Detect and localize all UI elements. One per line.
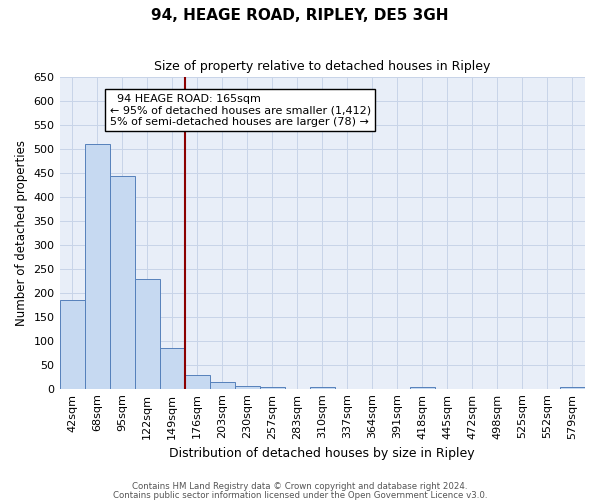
Bar [310, 387, 335, 388]
Text: Contains HM Land Registry data © Crown copyright and database right 2024.: Contains HM Land Registry data © Crown c… [132, 482, 468, 491]
Bar [560, 387, 585, 388]
Text: Contains public sector information licensed under the Open Government Licence v3: Contains public sector information licen… [113, 490, 487, 500]
Bar [235, 386, 260, 388]
Bar [160, 348, 185, 389]
Bar [59, 300, 85, 388]
Bar [185, 376, 209, 388]
Bar [134, 280, 160, 388]
Bar [260, 387, 285, 388]
Y-axis label: Number of detached properties: Number of detached properties [15, 140, 28, 326]
Bar [410, 387, 435, 388]
X-axis label: Distribution of detached houses by size in Ripley: Distribution of detached houses by size … [169, 447, 475, 460]
Text: 94 HEAGE ROAD: 165sqm  
← 95% of detached houses are smaller (1,412)
5% of semi-: 94 HEAGE ROAD: 165sqm ← 95% of detached … [110, 94, 371, 127]
Bar [209, 382, 235, 388]
Bar [85, 144, 110, 388]
Title: Size of property relative to detached houses in Ripley: Size of property relative to detached ho… [154, 60, 490, 73]
Bar [110, 176, 134, 388]
Text: 94, HEAGE ROAD, RIPLEY, DE5 3GH: 94, HEAGE ROAD, RIPLEY, DE5 3GH [151, 8, 449, 22]
